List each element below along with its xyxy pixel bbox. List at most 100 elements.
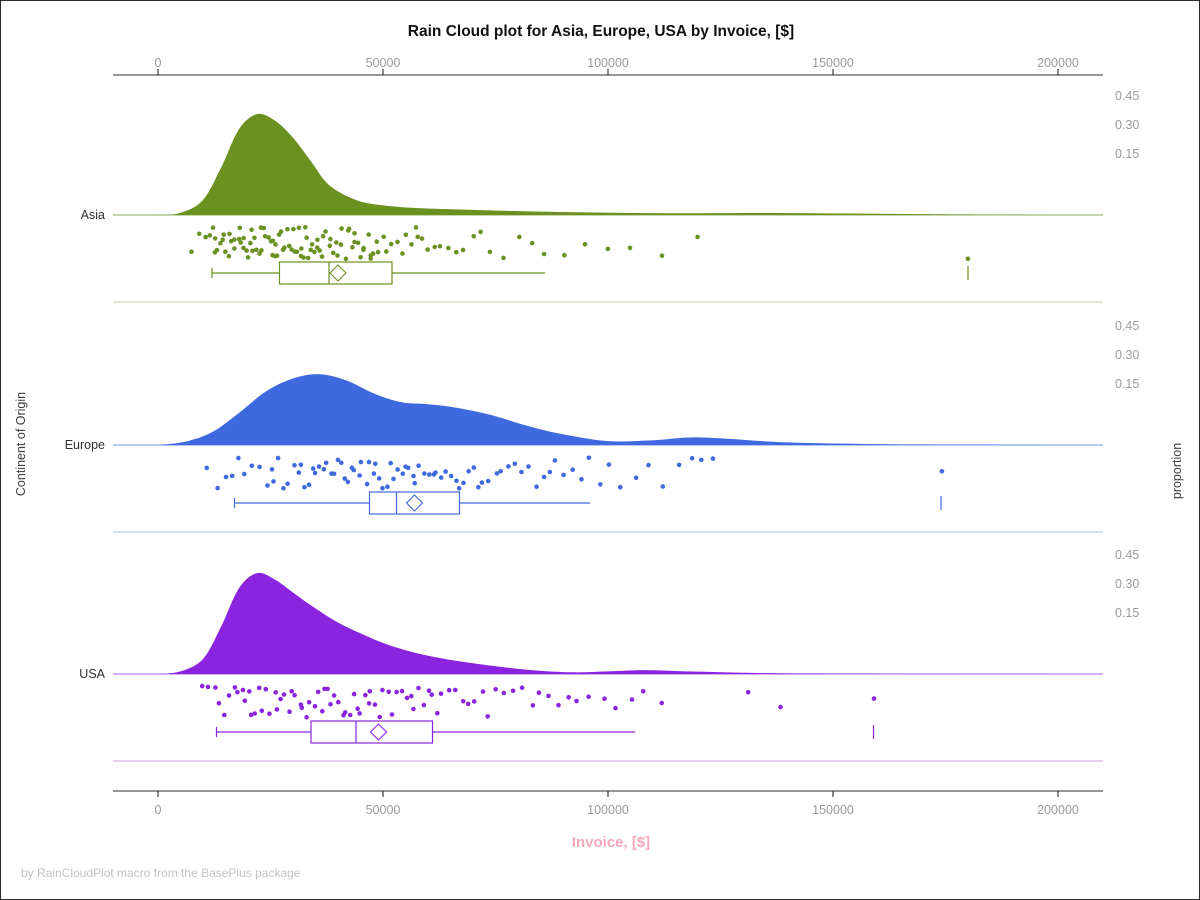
data-point — [275, 455, 281, 461]
data-point — [281, 486, 286, 491]
density-cloud — [113, 113, 1103, 215]
data-point — [316, 464, 322, 469]
data-point — [254, 247, 259, 253]
data-point — [437, 243, 443, 249]
data-point — [598, 482, 603, 487]
data-point — [429, 692, 435, 697]
data-point — [245, 255, 251, 260]
data-point — [374, 239, 380, 244]
data-point — [411, 473, 416, 479]
data-point — [388, 241, 394, 247]
data-point — [438, 691, 444, 696]
data-point — [421, 702, 427, 708]
data-point — [323, 229, 328, 234]
data-point — [388, 460, 394, 466]
data-point — [745, 689, 751, 695]
data-point — [419, 236, 425, 241]
data-point — [530, 703, 536, 708]
data-point — [404, 695, 410, 701]
data-point — [304, 715, 309, 720]
data-point — [501, 255, 506, 261]
data-point — [695, 234, 700, 240]
data-point — [334, 240, 339, 245]
data-point — [205, 684, 211, 690]
data-point — [381, 234, 387, 240]
data-point — [351, 691, 357, 697]
data-point — [304, 235, 309, 240]
data-point — [229, 473, 235, 479]
data-point — [339, 226, 344, 231]
data-point — [248, 240, 253, 246]
data-point — [252, 711, 257, 716]
data-point — [282, 245, 287, 250]
data-point — [479, 480, 485, 485]
data-point — [454, 249, 459, 255]
data-point — [384, 249, 389, 254]
data-point — [574, 698, 579, 704]
y2-axis-title: proportion — [1170, 443, 1184, 499]
proportion-tick-label: 0.15 — [1115, 147, 1139, 161]
chart-title: Rain Cloud plot for Asia, Europe, USA by… — [408, 23, 794, 40]
x-axis-top-tick-label: 0 — [155, 56, 162, 70]
x-axis-bottom-tick-label: 200000 — [1037, 803, 1079, 817]
data-point — [562, 252, 567, 258]
data-point — [494, 471, 500, 476]
data-point — [312, 249, 317, 255]
data-point — [352, 231, 357, 236]
data-point — [321, 466, 327, 472]
data-point — [506, 464, 511, 469]
data-point — [372, 702, 378, 707]
x-axis-bottom-tick-label: 100000 — [587, 803, 629, 817]
data-point — [412, 480, 418, 486]
data-point — [292, 463, 297, 468]
data-point — [227, 231, 232, 237]
data-point — [223, 249, 228, 254]
data-point — [232, 685, 238, 690]
data-point — [556, 702, 561, 708]
data-point — [426, 688, 432, 693]
data-point — [259, 248, 264, 253]
data-point — [327, 243, 333, 249]
data-point — [315, 689, 321, 695]
data-point — [443, 469, 448, 474]
data-point — [367, 689, 373, 694]
category-label-usa: USA — [79, 667, 105, 681]
data-point — [400, 251, 405, 256]
data-point — [358, 254, 363, 260]
data-point — [241, 235, 246, 241]
data-point — [298, 462, 304, 468]
data-point — [236, 455, 241, 461]
data-point — [328, 702, 333, 707]
data-point — [294, 249, 300, 255]
x-axis-top-tick-label: 100000 — [587, 56, 629, 70]
panel-europe — [113, 374, 1103, 533]
data-point — [281, 692, 287, 697]
data-point — [471, 465, 477, 470]
data-point — [413, 225, 419, 230]
data-point — [454, 478, 459, 484]
mean-diamond-marker — [369, 723, 388, 741]
data-point — [236, 236, 242, 242]
data-point — [366, 701, 372, 706]
data-point — [646, 462, 651, 468]
proportion-tick-label: 0.15 — [1115, 377, 1139, 391]
data-point — [385, 484, 390, 490]
data-point — [296, 470, 302, 475]
data-point — [536, 690, 542, 695]
data-point — [689, 455, 695, 461]
data-point — [269, 467, 275, 472]
data-point — [259, 708, 265, 714]
x-axis-title: Invoice, [$] — [572, 834, 650, 851]
data-point — [278, 229, 284, 234]
data-point — [292, 692, 297, 698]
data-point — [366, 459, 372, 465]
data-point — [355, 706, 360, 711]
data-point — [312, 703, 318, 709]
data-point — [235, 689, 240, 695]
category-label-europe: Europe — [65, 438, 105, 452]
data-point — [453, 687, 458, 693]
data-point — [409, 242, 414, 247]
data-point — [213, 685, 218, 690]
data-point — [267, 711, 272, 716]
data-point — [278, 696, 283, 702]
